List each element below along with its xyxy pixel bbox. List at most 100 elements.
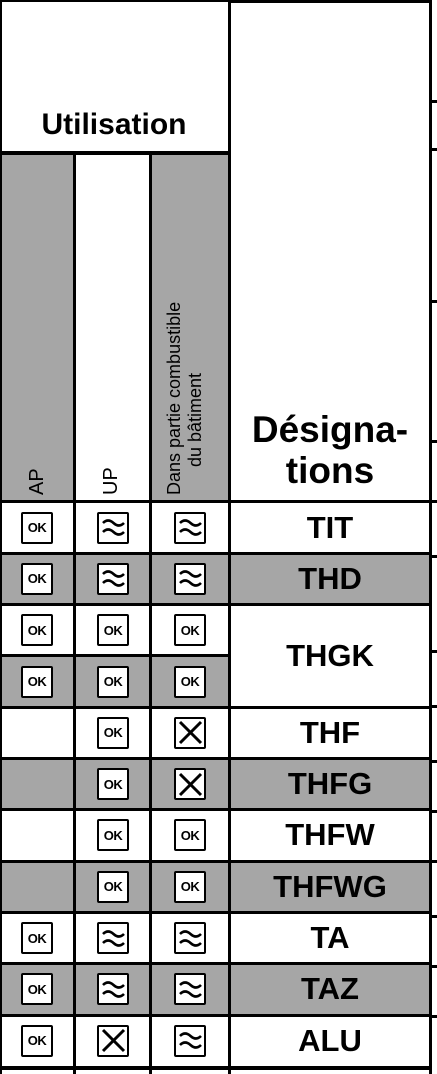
usage-header-title: Utilisation xyxy=(41,108,187,141)
row-7-building-cell: OK xyxy=(154,810,226,861)
approx-icon xyxy=(174,511,206,544)
header-divider xyxy=(0,151,230,155)
left-top-border xyxy=(0,0,230,2)
body-top-divider xyxy=(0,500,432,503)
row-1-building-cell xyxy=(154,502,226,553)
designations-line1: Désigna- xyxy=(251,408,409,450)
ok-icon-label: OK xyxy=(180,879,200,895)
designation-divider-7 xyxy=(228,910,432,914)
edge-tick xyxy=(432,500,437,503)
designations-line2: tions xyxy=(285,450,375,491)
edge-tick xyxy=(432,650,437,653)
edge-tick xyxy=(432,810,437,813)
ok-icon: OK xyxy=(21,1024,53,1057)
row-divider-1 xyxy=(0,551,230,555)
row-5-ap-cell xyxy=(1,707,73,758)
row-7-up-cell: OK xyxy=(77,810,149,861)
row-10-building-cell xyxy=(154,964,226,1015)
edge-tick xyxy=(432,915,437,918)
designations-header: Désigna- tions xyxy=(230,400,430,500)
row-1-up-cell xyxy=(77,502,149,553)
designation-cell: THFW xyxy=(285,817,375,853)
bottom-border xyxy=(0,1066,432,1070)
designation-left-border xyxy=(228,0,231,1074)
row-divider-9 xyxy=(0,962,230,966)
designation-divider-2 xyxy=(228,603,432,607)
edge-tick xyxy=(432,760,437,763)
designation-cell: TAZ xyxy=(230,963,430,1015)
row-divider-6 xyxy=(0,808,230,812)
ap-column-label: AP xyxy=(26,468,48,495)
row-5-building-cell xyxy=(154,707,226,758)
designation-divider-3 xyxy=(228,705,432,709)
row-10-ap-cell: OK xyxy=(1,964,73,1015)
ok-icon: OK xyxy=(21,922,53,955)
ok-icon: OK xyxy=(174,819,206,852)
designation-cell: THFG xyxy=(230,758,430,810)
row-2-up-cell xyxy=(77,553,149,604)
ok-icon-label: OK xyxy=(27,1033,47,1049)
designation-cell: TA xyxy=(310,920,350,956)
designation-divider-1 xyxy=(228,551,432,555)
edge-tick xyxy=(432,148,437,151)
cross-box-icon xyxy=(174,716,206,749)
col-divider-2 xyxy=(149,155,152,1074)
row-9-building-cell xyxy=(154,912,226,963)
building-label-line2: du bâtiment xyxy=(184,372,205,467)
ok-icon: OK xyxy=(21,614,53,647)
row-3-up-cell: OK xyxy=(77,605,149,656)
row-11-up-cell xyxy=(77,1015,149,1066)
up-column-label: UP xyxy=(100,467,122,495)
ok-icon: OK xyxy=(97,716,129,749)
row-2-ap-cell: OK xyxy=(1,553,73,604)
edge-tick xyxy=(432,300,437,303)
row-6-building-cell xyxy=(154,759,226,810)
ok-icon: OK xyxy=(21,665,53,698)
ap-column-header: AP xyxy=(2,155,73,501)
designation-divider-5 xyxy=(228,808,432,812)
ok-icon: OK xyxy=(21,562,53,595)
ok-icon: OK xyxy=(174,665,206,698)
ok-icon-label: OK xyxy=(103,622,123,638)
ok-icon: OK xyxy=(97,819,129,852)
designation-cell: ALU xyxy=(298,1022,362,1058)
row-divider-8 xyxy=(0,910,230,914)
row-divider-7 xyxy=(0,859,230,863)
ok-icon-label: OK xyxy=(180,674,200,690)
row-6-ap-cell xyxy=(1,759,73,810)
row-2-building-cell xyxy=(154,553,226,604)
designation-right-border xyxy=(429,0,432,1074)
edge-tick xyxy=(432,100,437,103)
building-column-label: Dans partie combustible du bâtiment xyxy=(164,302,205,495)
row-divider-10 xyxy=(0,1013,230,1017)
designation-divider-4 xyxy=(228,757,432,760)
row-11-building-cell xyxy=(154,1015,226,1066)
row-8-ap-cell xyxy=(1,861,73,912)
designation-cell: THGK xyxy=(286,637,374,673)
designation-cell: TIT xyxy=(306,509,354,545)
row-7-ap-cell xyxy=(1,810,73,861)
ok-icon: OK xyxy=(21,511,53,544)
row-8-up-cell: OK xyxy=(77,861,149,912)
edge-tick xyxy=(432,1015,437,1018)
row-divider-5 xyxy=(0,757,230,760)
row-divider-3 xyxy=(0,654,230,658)
row-5-up-cell: OK xyxy=(77,707,149,758)
approx-icon xyxy=(97,511,129,544)
ok-icon: OK xyxy=(97,870,129,903)
edge-tick xyxy=(432,440,437,443)
building-column-header: Dans partie combustible du bâtiment xyxy=(152,155,228,501)
ok-icon-label: OK xyxy=(27,981,47,997)
approx-icon xyxy=(174,973,206,1006)
cross-box-icon xyxy=(174,768,206,801)
ok-icon: OK xyxy=(174,870,206,903)
ok-icon-label: OK xyxy=(103,674,123,690)
approx-icon xyxy=(174,562,206,595)
row-3-ap-cell: OK xyxy=(1,605,73,656)
row-8-building-cell: OK xyxy=(154,861,226,912)
ok-icon-label: OK xyxy=(27,930,47,946)
designation-divider-9 xyxy=(228,1013,432,1017)
row-4-up-cell: OK xyxy=(77,656,149,707)
approx-icon xyxy=(174,922,206,955)
ok-icon: OK xyxy=(97,665,129,698)
